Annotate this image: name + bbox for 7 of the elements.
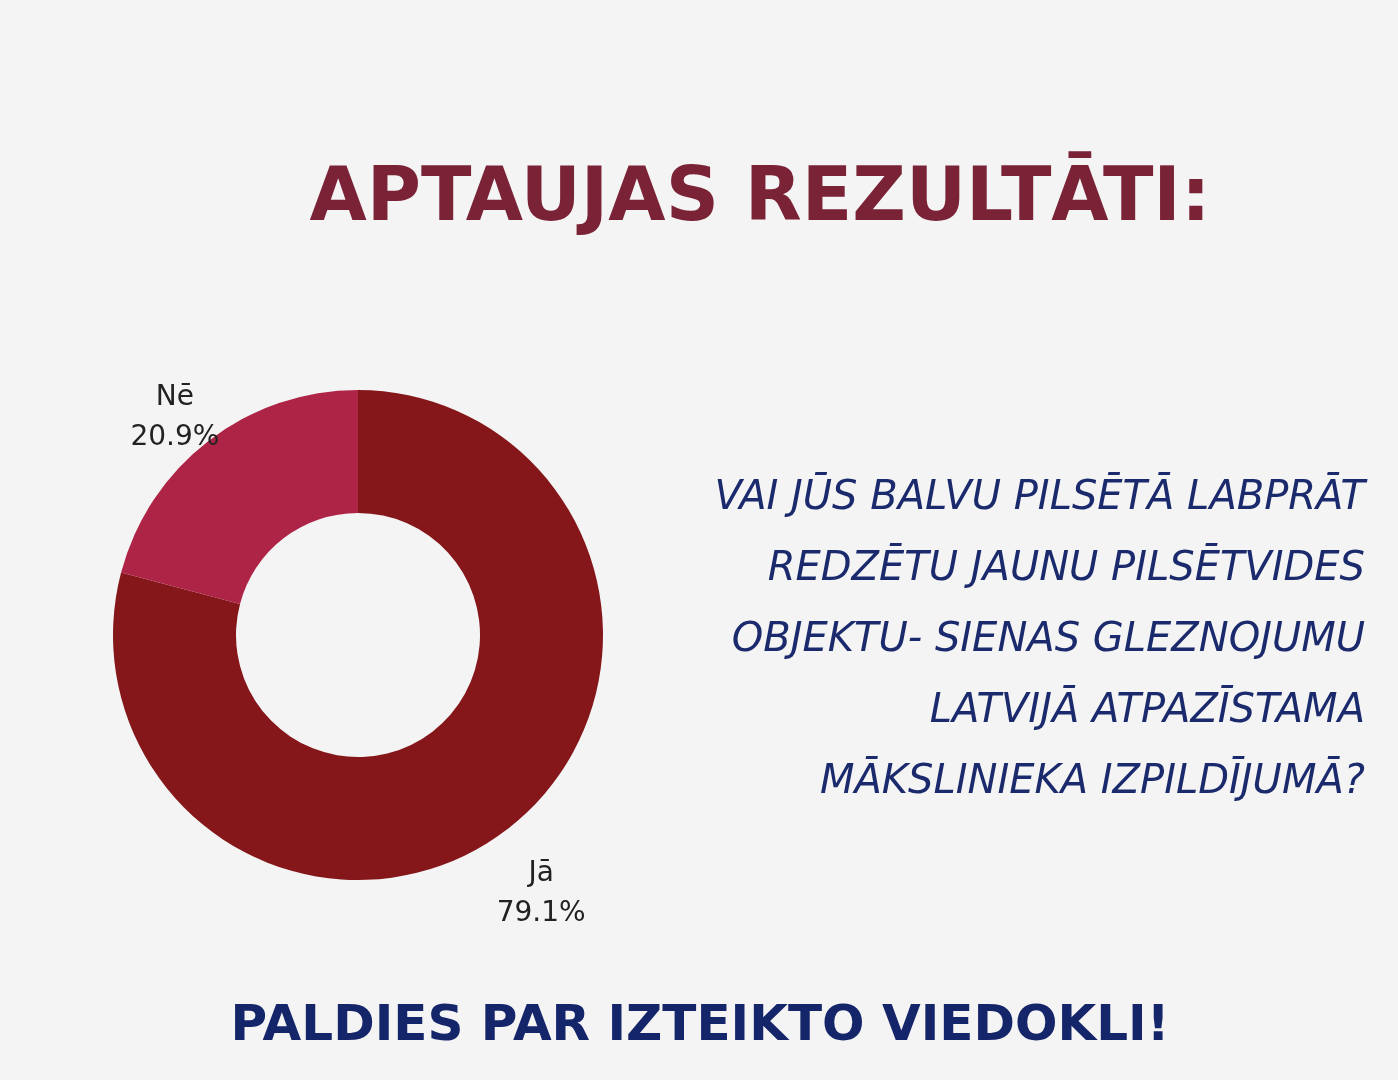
text: VAI JŪS BALVU PILSĒTĀ LABPRĀT REDZĒTU JAUNU PILSĒTVIDES OBJEKTU- SIENAS GLEZNOJUMU LATVIJĀ ATPAZĪSTAMA MĀKSLINIEKA IZPILDĪJUMĀ? [714,472,1369,802]
text: APTAUJAS REZULTĀTI: [309,151,1211,237]
text: PALDIES PAR IZTEIKTO VIEDOKLI! [230,994,1170,1052]
data-label: 20.9% [130,419,220,453]
slice-label: Jā [526,854,554,888]
data-label: 79.1% [496,894,586,928]
slice-label: Nē [155,379,194,413]
